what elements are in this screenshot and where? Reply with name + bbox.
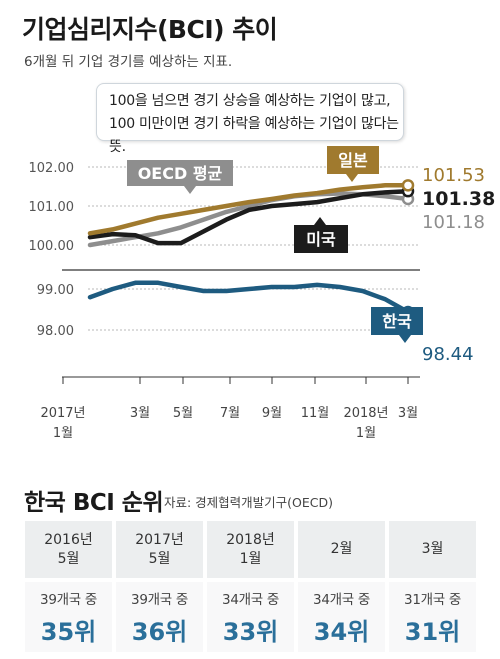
ranking-period: 2016년 5월 bbox=[25, 521, 112, 578]
ranking-column: 2017년 5월 39개국 중 36위 bbox=[116, 521, 203, 652]
series-line bbox=[87, 280, 411, 315]
ranking-value: 36위 bbox=[131, 617, 188, 646]
series-end-marker bbox=[401, 179, 415, 192]
x-tick-label: 9월 bbox=[262, 406, 282, 421]
series-tag-box bbox=[371, 307, 423, 335]
ranking-value: 33위 bbox=[222, 617, 279, 646]
ranking-source: 자료: 경제협력개발기구(OECD) bbox=[164, 495, 334, 510]
ranking-cell: 34개국 중 34위 bbox=[298, 582, 385, 652]
y-tick-label: 102.00 bbox=[29, 161, 75, 176]
y-tick-label: 100.00 bbox=[29, 239, 75, 254]
ranking-cell: 34개국 중 33위 bbox=[207, 582, 294, 652]
series-line bbox=[87, 183, 411, 236]
explanation-callout: 100을 넘으면 경기 상승을 예상하는 기업이 많고, 100 미만이면 경기… bbox=[96, 83, 404, 155]
ranking-column: 2월 34개국 중 34위 bbox=[298, 521, 385, 652]
ranking-column: 2018년 1월 34개국 중 33위 bbox=[207, 521, 294, 652]
ranking-cell: 39개국 중 35위 bbox=[25, 582, 112, 652]
series-end-value: 101.18 bbox=[422, 212, 485, 233]
series-tag-label: 일본 bbox=[338, 151, 368, 170]
ranking-value: 35위 bbox=[40, 617, 97, 646]
ranking-count: 31개국 중 bbox=[404, 591, 461, 608]
ranking-period: 3월 bbox=[389, 521, 476, 578]
x-tick-label: 7월 bbox=[220, 406, 240, 421]
ranking-period-line2: 1월 bbox=[239, 550, 262, 567]
series-line bbox=[87, 188, 411, 246]
ranking-period-line2: 5월 bbox=[57, 550, 80, 567]
ranking-period-line1: 2017년 bbox=[135, 531, 184, 548]
ranking-cell: 39개국 중 36위 bbox=[116, 582, 203, 652]
ranking-period: 2017년 5월 bbox=[116, 521, 203, 578]
y-tick-label: 98.00 bbox=[37, 324, 74, 339]
series-tag-pointer bbox=[184, 186, 196, 194]
y-tick-label: 99.00 bbox=[37, 283, 74, 298]
x-tick-label: 11월 bbox=[301, 406, 330, 421]
ranking-period: 2월 bbox=[298, 521, 385, 578]
ranking-period-line1: 2016년 bbox=[44, 531, 93, 548]
ranking-cell: 31개국 중 31위 bbox=[389, 582, 476, 652]
bci-line-chart: 102.00 101.00 100.00 99.00 98.00 2017년 1월 3월 5월 7… bbox=[29, 146, 495, 441]
ranking-value: 34위 bbox=[313, 617, 370, 646]
series-tag-box bbox=[127, 160, 233, 186]
x-tick-label: 3월 bbox=[398, 406, 418, 421]
ranking-count: 34개국 중 bbox=[313, 591, 370, 608]
ranking-value: 31위 bbox=[404, 617, 461, 646]
x-tick-label: 1월 bbox=[53, 426, 73, 441]
ranking-count: 39개국 중 bbox=[131, 591, 188, 608]
ranking-period-line1: 3월 bbox=[421, 541, 444, 557]
x-tick-label: 3월 bbox=[130, 406, 150, 421]
series-tag-box bbox=[294, 225, 348, 253]
series-tag-pointer bbox=[346, 174, 358, 182]
series-tag-pointer bbox=[399, 335, 411, 343]
series-tag-label: 한국 bbox=[382, 312, 412, 331]
ranking-column: 2016년 5월 39개국 중 35위 bbox=[25, 521, 112, 652]
series-end-value: 101.38 bbox=[422, 188, 495, 210]
x-tick-label: 2018년 bbox=[343, 406, 388, 421]
ranking-table: 2016년 5월 39개국 중 35위 2017년 5월 39개국 중 36위 … bbox=[25, 521, 476, 652]
ranking-count: 39개국 중 bbox=[40, 591, 97, 608]
ranking-count: 34개국 중 bbox=[222, 591, 279, 608]
ranking-period-line1: 2월 bbox=[330, 541, 353, 557]
series-tag-pointer bbox=[314, 217, 326, 225]
ranking-period-line1: 2018년 bbox=[226, 531, 275, 548]
page-subtitle: 6개월 뒤 기업 경기를 예상하는 지표. bbox=[24, 54, 233, 70]
series-tag-label: 미국 bbox=[306, 230, 336, 249]
series-tag-label: OECD 평균 bbox=[138, 164, 223, 183]
series-end-value: 101.53 bbox=[422, 165, 485, 186]
x-tick-label: 1월 bbox=[356, 426, 376, 441]
x-tick-label: 5월 bbox=[173, 406, 193, 421]
page-title: 기업심리지수(BCI) 추이 bbox=[22, 15, 278, 44]
series-end-value: 98.44 bbox=[422, 344, 474, 365]
y-tick-label: 101.00 bbox=[29, 200, 75, 215]
series-tag-box bbox=[327, 146, 379, 174]
ranking-title: 한국 BCI 순위 bbox=[24, 490, 164, 516]
callout-line-1: 100을 넘으면 경기 상승을 예상하는 기업이 많고, bbox=[109, 93, 391, 109]
x-tick-label: 2017년 bbox=[40, 406, 85, 421]
ranking-period-line2: 5월 bbox=[148, 550, 171, 567]
ranking-column: 3월 31개국 중 31위 bbox=[389, 521, 476, 652]
callout-line-2: 100 미만이면 경기 하락을 예상하는 기업이 많다는 뜻. bbox=[109, 116, 399, 155]
ranking-period: 2018년 1월 bbox=[207, 521, 294, 578]
